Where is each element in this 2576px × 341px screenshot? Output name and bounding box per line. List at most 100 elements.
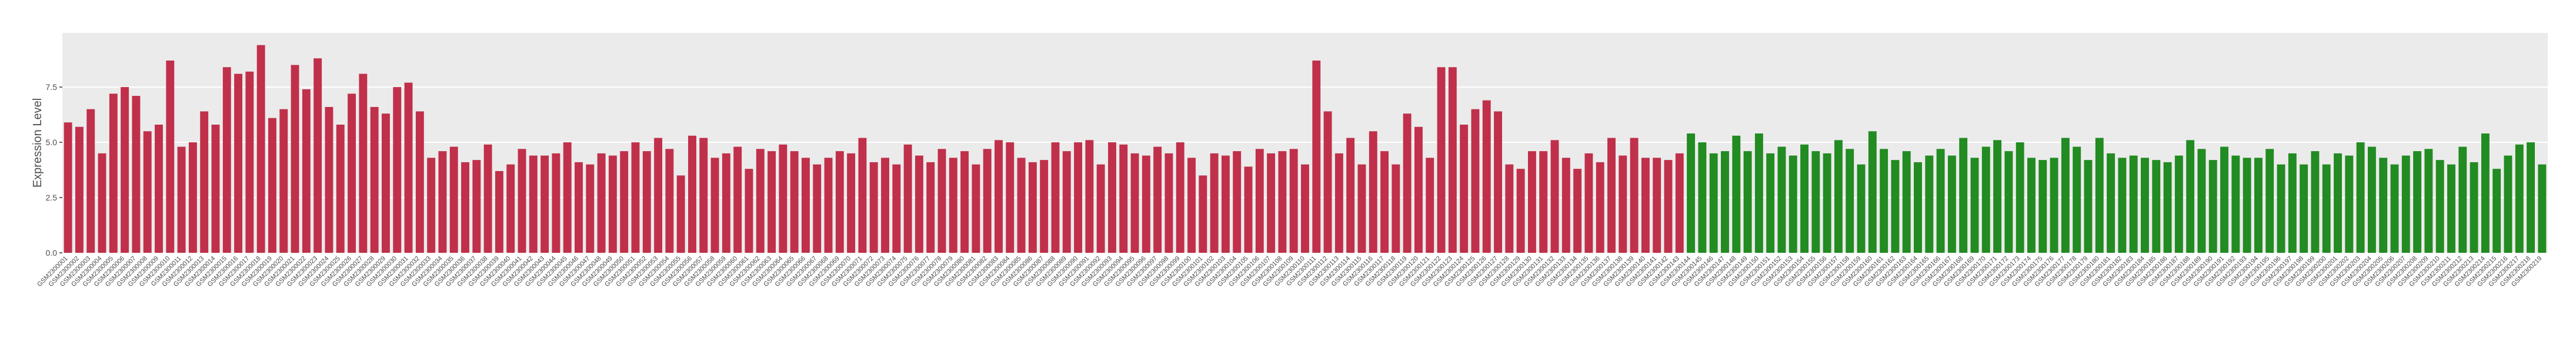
bar xyxy=(2300,164,2308,253)
bar xyxy=(1006,142,1015,253)
bar xyxy=(608,155,617,253)
bar xyxy=(1278,151,1287,253)
bar xyxy=(1482,100,1491,253)
bar xyxy=(291,65,299,253)
bar xyxy=(155,124,163,253)
bar xyxy=(529,155,538,253)
bar xyxy=(2435,160,2444,253)
bar xyxy=(1857,164,1866,253)
bar xyxy=(2265,149,2274,253)
bar xyxy=(2129,155,2138,253)
bar xyxy=(415,111,424,253)
bar xyxy=(393,87,402,253)
bar xyxy=(132,96,141,253)
bar xyxy=(972,164,980,253)
bar xyxy=(1074,142,1083,253)
bar xyxy=(1108,142,1116,253)
y-tick-label: 7.5 xyxy=(46,82,58,92)
bar xyxy=(1096,164,1105,253)
bar xyxy=(404,82,413,253)
bar xyxy=(1085,140,1094,253)
bar xyxy=(881,158,889,253)
bar xyxy=(1653,158,1661,253)
bar xyxy=(1460,124,1469,253)
bar xyxy=(2061,138,2070,253)
bar xyxy=(835,151,844,253)
bar xyxy=(2481,133,2490,253)
bar xyxy=(1539,151,1548,253)
bar xyxy=(1028,162,1037,253)
bar xyxy=(2197,149,2206,253)
bar xyxy=(1664,160,1673,253)
bar xyxy=(858,138,867,253)
bar xyxy=(1880,149,1888,253)
bar xyxy=(1527,151,1536,253)
bar xyxy=(665,149,674,253)
bar xyxy=(98,153,106,253)
bar xyxy=(801,158,810,253)
bar xyxy=(1868,131,1877,253)
bar xyxy=(540,155,549,253)
bar xyxy=(2515,144,2524,253)
bar xyxy=(2424,149,2433,253)
bar xyxy=(824,158,833,253)
bar xyxy=(86,109,95,253)
bar xyxy=(813,164,822,253)
bar xyxy=(325,106,333,253)
bar xyxy=(2458,146,2467,253)
bar xyxy=(2027,158,2036,253)
bar xyxy=(1630,138,1639,253)
bar xyxy=(1403,113,1412,253)
bar xyxy=(1153,146,1162,253)
bar xyxy=(2016,142,2024,253)
bar xyxy=(1040,160,1049,253)
bar xyxy=(2152,160,2161,253)
bar xyxy=(1323,111,1332,253)
bar xyxy=(620,151,629,253)
bar xyxy=(1584,153,1593,253)
bar xyxy=(1596,162,1604,253)
bar xyxy=(109,93,118,253)
bar xyxy=(892,164,901,253)
bar xyxy=(1970,158,1979,253)
bar xyxy=(2345,155,2354,253)
bar xyxy=(1823,153,1831,253)
bar xyxy=(926,162,935,253)
bar xyxy=(268,118,276,253)
bar xyxy=(733,146,742,253)
bar xyxy=(903,144,912,253)
bar xyxy=(177,146,186,253)
bar xyxy=(1289,149,1298,253)
bar xyxy=(710,158,719,253)
bar xyxy=(1675,153,1684,253)
bar xyxy=(2107,153,2115,253)
bar xyxy=(438,151,447,253)
y-tick-label: 2.5 xyxy=(46,193,58,202)
bar xyxy=(1312,60,1321,253)
bar xyxy=(2118,158,2127,253)
bar xyxy=(1233,151,1242,253)
bar xyxy=(348,93,356,253)
bar xyxy=(427,158,436,253)
bar xyxy=(1301,164,1309,253)
bar xyxy=(1334,153,1343,253)
bar xyxy=(2186,140,2195,253)
bar xyxy=(1573,169,1582,253)
bar xyxy=(1698,142,1707,253)
bar xyxy=(597,153,606,253)
bar xyxy=(2231,155,2240,253)
bar xyxy=(2208,160,2217,253)
bar xyxy=(1687,133,1696,253)
bar xyxy=(2220,146,2228,253)
bar xyxy=(2141,158,2149,253)
bar xyxy=(359,73,368,253)
bar xyxy=(699,138,708,253)
bar xyxy=(1164,153,1173,253)
bar xyxy=(2311,151,2320,253)
bar xyxy=(279,109,288,253)
bar xyxy=(1732,135,1741,253)
bar xyxy=(2322,164,2331,253)
y-tick-label: 0.0 xyxy=(46,248,58,258)
bar xyxy=(642,151,651,253)
bar xyxy=(1392,164,1400,253)
